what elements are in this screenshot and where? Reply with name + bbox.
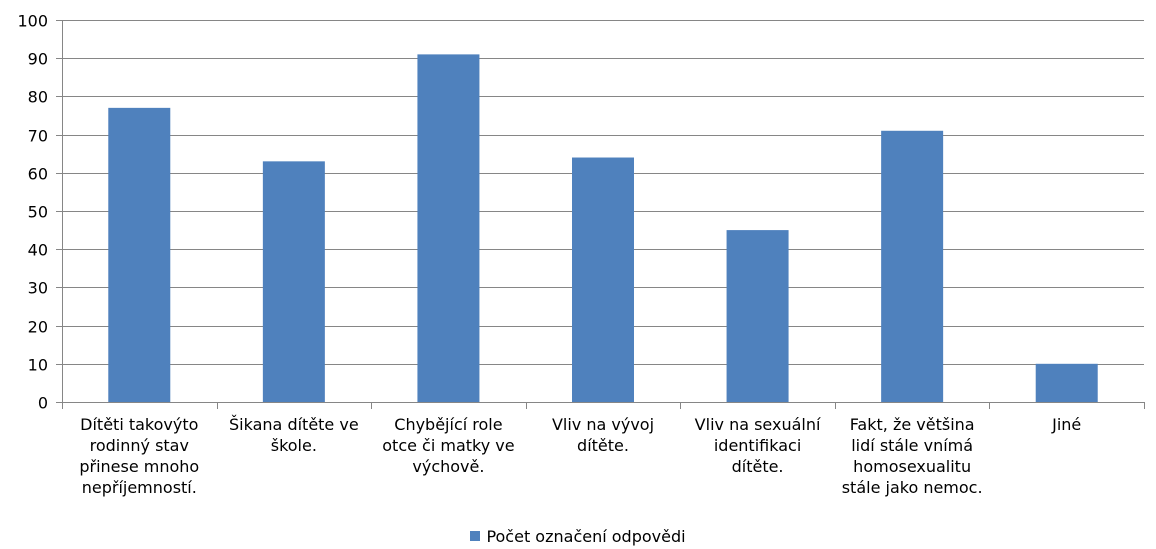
y-tick-label: 20	[28, 318, 48, 337]
y-tick-label: 50	[28, 203, 48, 222]
bar	[1035, 363, 1098, 402]
y-tick-label: 0	[38, 394, 48, 413]
y-tick-label: 100	[17, 12, 48, 31]
y-tick-label: 90	[28, 50, 48, 69]
x-tick-label: Chybějící role otce či matky ve výchově.	[382, 415, 515, 476]
bar	[881, 130, 944, 402]
bar	[726, 230, 789, 402]
legend-label: Počet označení odpovědi	[486, 527, 686, 546]
bar	[417, 54, 480, 402]
y-tick-label: 40	[28, 241, 48, 260]
x-tick-label: Vliv na vývoj dítěte.	[551, 415, 655, 455]
y-tick-label: 70	[28, 127, 48, 146]
y-tick-label: 60	[28, 165, 48, 184]
x-tick-label: Vliv na sexuální identifikaci dítěte.	[694, 415, 821, 476]
y-tick-label: 30	[28, 279, 48, 298]
x-tick-label: Jiné	[1052, 415, 1082, 434]
x-tick-label: Fakt, že většina lidí stále vnímá homose…	[841, 415, 983, 497]
bar	[262, 161, 325, 402]
x-tick-label: Dítěti takovýto rodinný stav přinese mno…	[79, 415, 200, 497]
legend: Počet označení odpovědi	[0, 528, 1156, 546]
bar	[572, 157, 634, 402]
y-tick-label: 10	[28, 356, 48, 375]
bar	[108, 107, 171, 403]
legend-swatch	[470, 531, 481, 541]
x-tick-label: Šikana dítěte ve škole.	[229, 415, 359, 455]
y-tick-label: 80	[28, 88, 48, 107]
